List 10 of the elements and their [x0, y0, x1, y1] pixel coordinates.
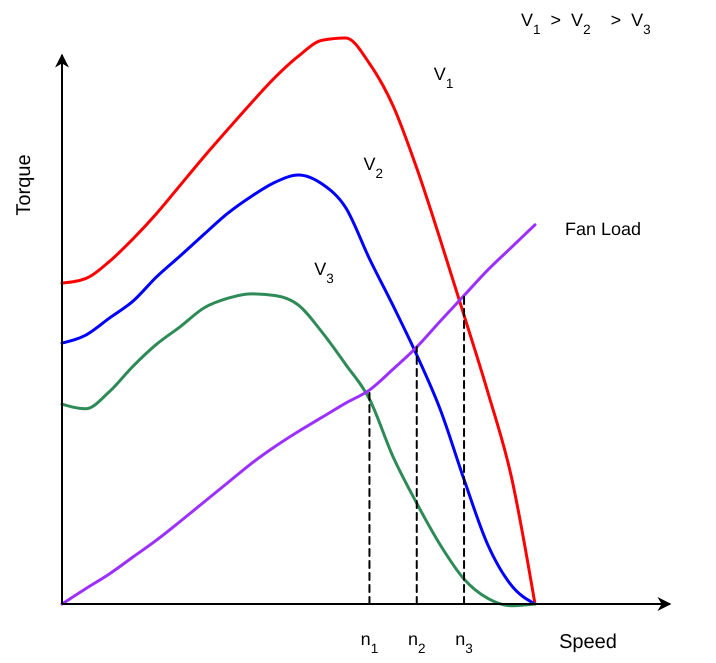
y-axis-title: Torque: [13, 154, 35, 216]
x-axis-title: Speed: [559, 631, 617, 653]
x-tick-label: n$_{1}$: [360, 629, 378, 656]
x-tick-label: n$_{2}$: [408, 629, 426, 656]
text: V$_{1}$: [434, 64, 454, 90]
series-label: Fan Load: [565, 218, 642, 239]
text: V$_{1}$ > V$_{2}$ > V$_{3}$: [521, 10, 651, 36]
x-tick-label: n$_{3}$: [455, 629, 473, 656]
series-label: V$_{3}$: [314, 258, 334, 286]
series-label: V$_{2}$: [364, 154, 384, 180]
